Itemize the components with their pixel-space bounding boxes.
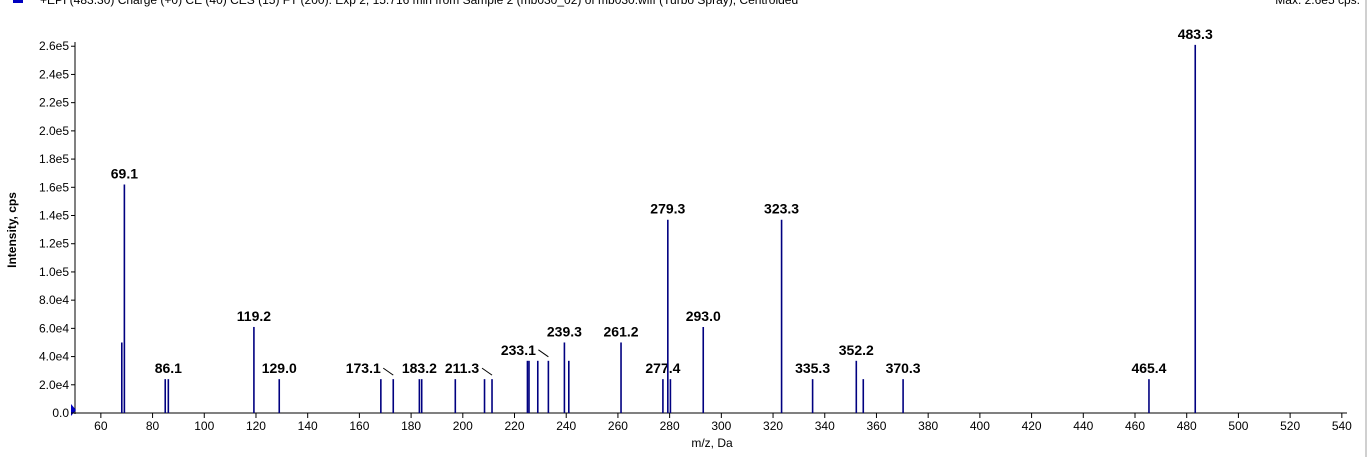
- x-tick-label: 360: [866, 419, 886, 433]
- x-tick-label: 80: [146, 419, 160, 433]
- y-tick-label: 2.0e5: [39, 124, 69, 138]
- x-tick-label: 380: [918, 419, 938, 433]
- peak-label: 335.3: [795, 360, 830, 376]
- y-tick-label: 1.6e5: [39, 180, 69, 194]
- y-tick-label: 2.6e5: [39, 39, 69, 53]
- x-tick-label: 280: [660, 419, 680, 433]
- max-label: Max. 2.6e5 cps.: [1275, 0, 1360, 7]
- peak-label: 183.2: [402, 360, 437, 376]
- y-tick-label: 2.2e5: [39, 96, 69, 110]
- y-tick-label: 8.0e4: [39, 293, 69, 307]
- x-tick-label: 480: [1177, 419, 1197, 433]
- legend-swatch: [13, 0, 23, 3]
- x-tick-label: 60: [94, 419, 108, 433]
- y-tick-label: 6.0e4: [39, 321, 69, 335]
- x-tick-label: 180: [401, 419, 421, 433]
- x-tick-label: 440: [1073, 419, 1093, 433]
- y-tick-label: 2.4e5: [39, 67, 69, 81]
- x-tick-label: 300: [711, 419, 731, 433]
- x-tick-label: 260: [608, 419, 628, 433]
- y-tick-label: 1.4e5: [39, 209, 69, 223]
- leader-line: [382, 367, 394, 376]
- x-tick-label: 100: [194, 419, 214, 433]
- peak-label: 239.3: [547, 323, 582, 339]
- x-tick-label: 500: [1228, 419, 1248, 433]
- x-tick-label: 540: [1332, 419, 1352, 433]
- x-axis-title: m/z, Da: [691, 436, 733, 450]
- x-tick-label: 200: [453, 419, 473, 433]
- x-tick-label: 400: [970, 419, 990, 433]
- peak-label: 279.3: [650, 201, 685, 217]
- peak-label: 370.3: [886, 360, 921, 376]
- y-axis-title: Intensity, cps: [5, 192, 19, 268]
- x-tick-label: 220: [504, 419, 524, 433]
- peak-label: 352.2: [839, 342, 874, 358]
- x-tick-label: 340: [815, 419, 835, 433]
- x-tick-label: 140: [298, 419, 318, 433]
- peak-label: 119.2: [237, 308, 271, 324]
- x-tick-label: 460: [1125, 419, 1145, 433]
- peak-label: 465.4: [1131, 360, 1166, 376]
- peak-label: 261.2: [604, 323, 639, 339]
- x-tick-label: 420: [1022, 419, 1042, 433]
- leader-line: [481, 367, 493, 376]
- x-tick-label: 120: [246, 419, 266, 433]
- x-tick-label: 520: [1280, 419, 1300, 433]
- x-tick-label: 240: [556, 419, 576, 433]
- y-tick-label: 1.8e5: [39, 152, 69, 166]
- peak-label: 69.1: [111, 165, 138, 181]
- y-tick-label: 1.0e5: [39, 265, 69, 279]
- peak-label: 86.1: [155, 360, 182, 376]
- peak-label: 173.1: [346, 360, 381, 376]
- peak-label: 483.3: [1178, 26, 1213, 42]
- leader-line: [538, 349, 549, 358]
- y-tick-label: 0.0: [52, 406, 69, 420]
- peak-label: 211.3: [445, 360, 479, 376]
- chart-title: +EPI (483.30) Charge (+0) CE (40) CES (1…: [40, 0, 798, 7]
- y-tick-label: 1.2e5: [39, 237, 69, 251]
- y-tick-label: 4.0e4: [39, 350, 69, 364]
- peak-label: 323.3: [764, 201, 799, 217]
- y-tick-label: 2.0e4: [39, 378, 69, 392]
- peak-label: 129.0: [262, 360, 297, 376]
- x-tick-label: 320: [763, 419, 783, 433]
- peak-label: 233.1: [501, 342, 536, 358]
- peak-label: 277.4: [645, 360, 680, 376]
- peak-label: 293.0: [686, 308, 721, 324]
- x-tick-label: 160: [349, 419, 369, 433]
